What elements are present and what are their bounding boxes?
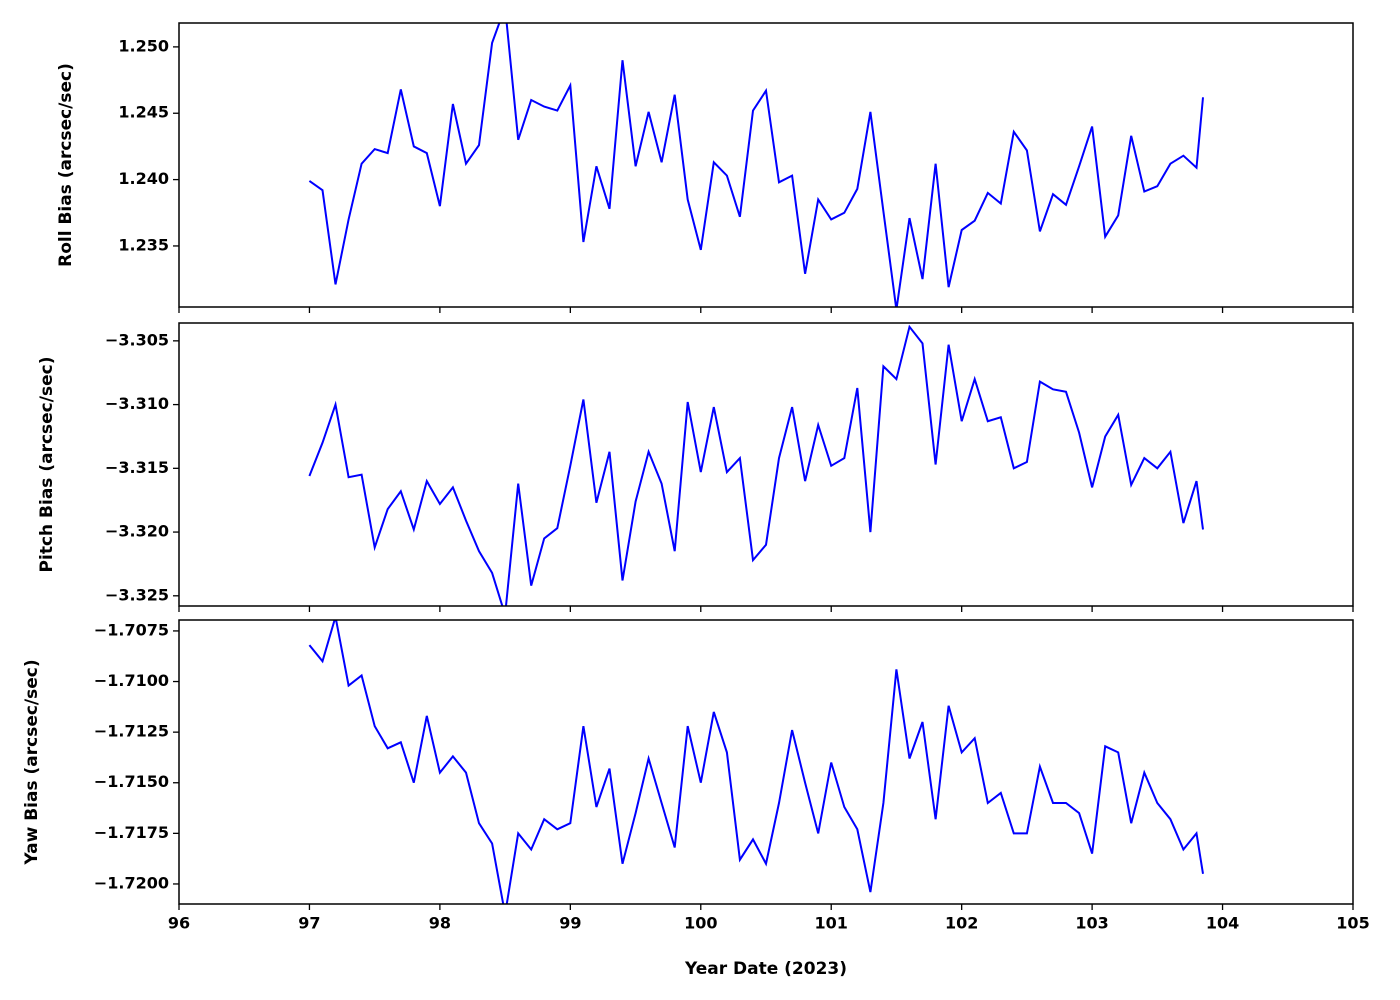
- y-tick-label: −3.315: [105, 458, 169, 477]
- x-tick-label: 103: [1075, 914, 1108, 933]
- y-tick-label: −1.7175: [94, 823, 169, 842]
- y-tick-label: −1.7075: [94, 620, 169, 639]
- x-tick-label: 98: [429, 914, 451, 933]
- data-line: [308, 620, 1204, 904]
- plot-frame: [178, 322, 1354, 607]
- data-line: [308, 324, 1204, 606]
- y-axis-label: Yaw Bias (arcsec/sec): [22, 659, 42, 865]
- data-line: [308, 23, 1204, 307]
- plot-frame: [178, 22, 1354, 308]
- x-tick-label: 96: [168, 914, 190, 933]
- x-tick-label: 99: [559, 914, 581, 933]
- y-axis-label: Roll Bias (arcsec/sec): [56, 63, 76, 267]
- x-axis-label: Year Date (2023): [684, 959, 847, 979]
- x-tick-label: 101: [815, 914, 848, 933]
- y-tick-label: 1.245: [118, 103, 169, 122]
- y-tick-label: −3.310: [105, 394, 169, 413]
- x-tick-label: 102: [945, 914, 978, 933]
- x-tick-label: 105: [1336, 914, 1369, 933]
- y-axis-label: Pitch Bias (arcsec/sec): [37, 357, 57, 573]
- y-tick-label: −1.7200: [94, 873, 169, 892]
- plot-frame: [178, 619, 1354, 905]
- y-tick-label: −3.320: [105, 522, 169, 541]
- y-tick-label: −1.7125: [94, 722, 169, 741]
- y-tick-label: 1.235: [118, 235, 169, 254]
- y-tick-label: −1.7150: [94, 772, 169, 791]
- x-tick-label: 104: [1206, 914, 1239, 933]
- x-tick-label: 97: [298, 914, 320, 933]
- y-tick-label: 1.240: [118, 169, 169, 188]
- y-tick-label: −3.325: [105, 585, 169, 604]
- y-tick-label: −3.305: [105, 330, 169, 349]
- x-tick-label: 100: [684, 914, 717, 933]
- y-tick-label: 1.250: [118, 36, 169, 55]
- y-tick-label: −1.7100: [94, 671, 169, 690]
